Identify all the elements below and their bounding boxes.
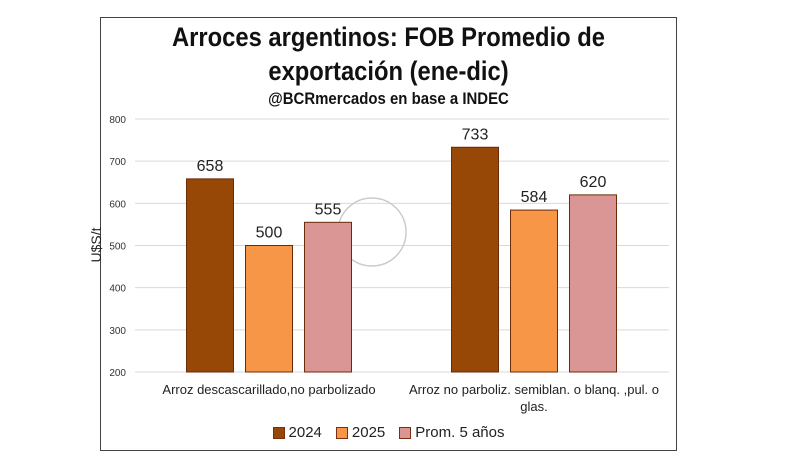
chart-frame [100, 17, 677, 451]
legend-swatch [335, 426, 348, 439]
x-tick-label: Arroz descascarillado,no parbolizado [162, 382, 375, 397]
y-tick-label: 400 [109, 284, 126, 295]
chart-title-line-2: exportación (ene-dic) [268, 56, 509, 86]
legend-item: Prom. 5 años [399, 424, 504, 441]
legend-swatch [272, 426, 285, 439]
y-tick-label: 500 [109, 242, 126, 253]
data-label: 658 [197, 158, 224, 175]
x-tick-label: glas. [520, 399, 547, 414]
bar-2025 [245, 245, 293, 373]
bar-2024 [186, 178, 234, 373]
y-tick-label: 300 [109, 326, 126, 337]
data-label: 620 [580, 174, 607, 191]
legend-item: 2024 [272, 424, 322, 441]
y-tick-label: 600 [109, 199, 126, 210]
legend-item: 2025 [335, 424, 386, 441]
y-tick-label: 200 [109, 368, 126, 379]
chart-subtitle: @BCRmercados en base a INDEC [268, 89, 509, 108]
legend-swatch [399, 426, 412, 439]
legend-label: Prom. 5 años [415, 424, 505, 441]
bar-prom-5-a-os [569, 194, 617, 373]
y-tick-label: 800 [109, 115, 126, 126]
bar-2025 [510, 209, 558, 373]
data-label: 500 [256, 225, 283, 242]
data-label: 584 [521, 189, 548, 206]
legend: 2024 2025 Prom. 5 años [100, 424, 677, 441]
legend-label: 2025 [351, 424, 386, 441]
data-label: 733 [462, 126, 489, 143]
data-label: 555 [315, 201, 342, 218]
y-axis-label: U$S/t [88, 227, 104, 262]
bar-prom-5-a-os [304, 221, 352, 373]
y-tick-label: 700 [109, 157, 126, 168]
legend-label: 2024 [288, 424, 322, 441]
bar-2024 [451, 146, 499, 373]
chart-title-line-1: Arroces argentinos: FOB Promedio de [171, 22, 606, 52]
x-tick-label: Arroz no parboliz. semiblan. o blanq. ,p… [409, 382, 659, 397]
